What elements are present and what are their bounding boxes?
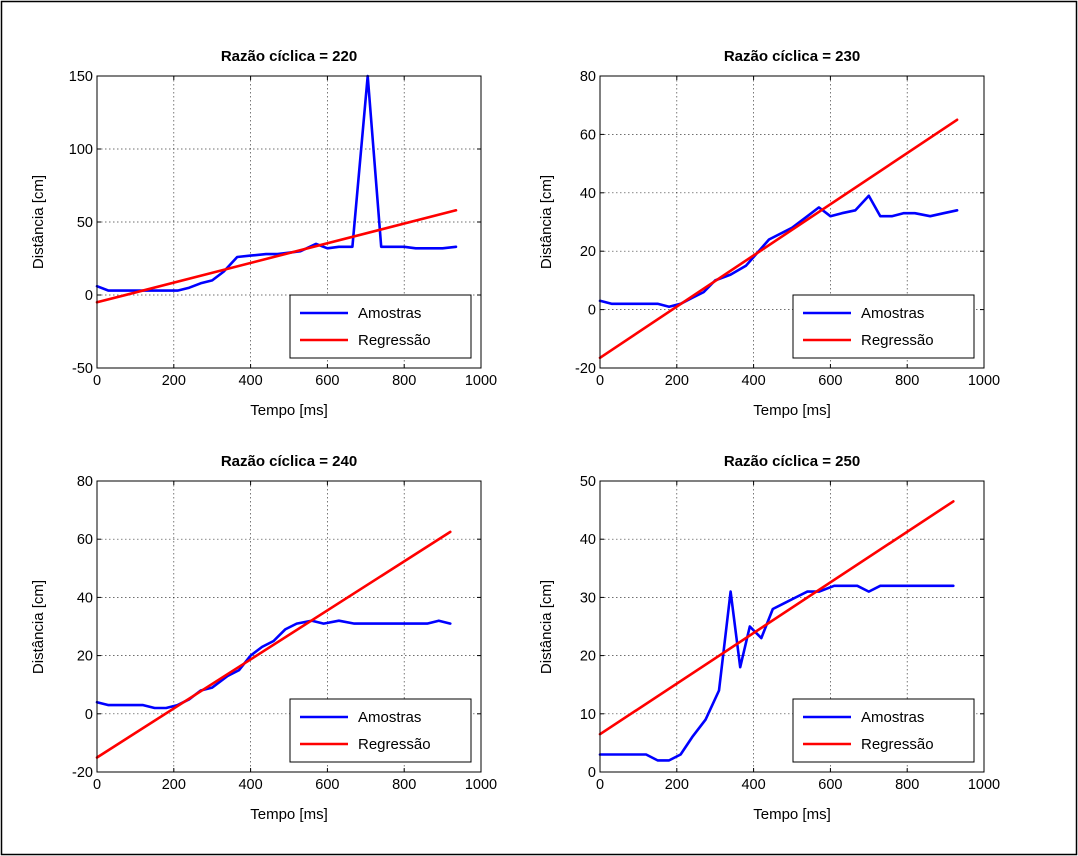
subplot-title: Razão cíclica = 220 xyxy=(221,48,357,65)
series-line-regress-o xyxy=(598,118,959,360)
legend: Amostras Regressão xyxy=(792,698,975,763)
x-tick-label: 1000 xyxy=(968,777,1000,793)
y-tick-label: 60 xyxy=(77,532,93,548)
legend-box xyxy=(289,698,472,763)
y-tick-label: 80 xyxy=(580,69,596,85)
subplot-title: Razão cíclica = 230 xyxy=(724,48,860,65)
x-tick-label: 0 xyxy=(93,777,101,793)
y-tick-label: -20 xyxy=(72,765,93,781)
axes-box xyxy=(599,480,985,773)
x-tick-label: 600 xyxy=(818,777,842,793)
y-tick-label: 10 xyxy=(580,707,596,723)
x-tick-label: 800 xyxy=(895,373,919,389)
x-tick-label: 600 xyxy=(818,373,842,389)
y-tick-label: 40 xyxy=(77,590,93,606)
legend-label: Amostras xyxy=(861,305,924,322)
y-tick-label: 80 xyxy=(77,474,93,490)
subplot-title: Razão cíclica = 250 xyxy=(724,453,860,470)
y-tick-label: 20 xyxy=(77,649,93,665)
x-tick-label: 200 xyxy=(665,777,689,793)
y-axis-label: Distância [cm] xyxy=(30,580,47,674)
subplot-razao-240: Razão cíclica = 240 Tempo [ms] Distância… xyxy=(30,453,497,823)
y-tick-label: 20 xyxy=(580,649,596,665)
x-tick-label: 1000 xyxy=(465,777,497,793)
legend-label: Amostras xyxy=(861,709,924,726)
legend-box xyxy=(792,294,975,359)
x-tick-label: 0 xyxy=(93,373,101,389)
y-tick-label: -50 xyxy=(72,361,93,377)
legend: Amostras Regressão xyxy=(289,294,472,359)
axes-box xyxy=(96,480,482,773)
x-tick-label: 600 xyxy=(315,777,339,793)
y-tick-label: 0 xyxy=(588,303,596,319)
subplot-razao-220: Razão cíclica = 220 Tempo [ms] Distância… xyxy=(30,48,497,419)
legend-box xyxy=(792,698,975,763)
y-tick-label: 100 xyxy=(69,142,93,158)
x-tick-label: 1000 xyxy=(465,373,497,389)
legend-label: Regressão xyxy=(861,736,934,753)
y-axis-label: Distância [cm] xyxy=(538,580,555,674)
y-tick-label: 20 xyxy=(580,244,596,260)
x-tick-label: 400 xyxy=(238,777,262,793)
legend-label: Regressão xyxy=(861,332,934,349)
x-tick-label: 800 xyxy=(392,373,416,389)
legend-label: Regressão xyxy=(358,736,431,753)
y-tick-label: 0 xyxy=(85,288,93,304)
y-tick-label: 150 xyxy=(69,69,93,85)
y-tick-label: 50 xyxy=(580,474,596,490)
y-axis-label: Distância [cm] xyxy=(538,175,555,269)
legend: Amostras Regressão xyxy=(792,294,975,359)
series-line-amostras xyxy=(95,619,452,710)
legend-label: Amostras xyxy=(358,709,421,726)
subplot-razao-250: Razão cíclica = 250 Tempo [ms] Distância… xyxy=(538,453,1000,823)
y-tick-label: 50 xyxy=(77,215,93,231)
y-tick-label: 40 xyxy=(580,532,596,548)
x-tick-label: 800 xyxy=(392,777,416,793)
axes-box xyxy=(599,75,985,369)
x-tick-label: 0 xyxy=(596,777,604,793)
series-line-regress-o xyxy=(95,530,452,759)
y-tick-label: 0 xyxy=(85,707,93,723)
y-tick-label: 30 xyxy=(580,590,596,606)
x-tick-label: 200 xyxy=(162,777,186,793)
legend: Amostras Regressão xyxy=(289,698,472,763)
x-tick-label: 0 xyxy=(596,373,604,389)
x-tick-label: 200 xyxy=(162,373,186,389)
x-tick-label: 200 xyxy=(665,373,689,389)
y-tick-label: 40 xyxy=(580,186,596,202)
subplot-title: Razão cíclica = 240 xyxy=(221,453,357,470)
y-tick-label: -20 xyxy=(575,361,596,377)
series-line-regress-o xyxy=(598,500,955,736)
legend-label: Regressão xyxy=(358,332,431,349)
legend-label: Amostras xyxy=(358,305,421,322)
series-line-amostras xyxy=(95,74,458,292)
x-tick-label: 400 xyxy=(238,373,262,389)
x-tick-label: 600 xyxy=(315,373,339,389)
x-tick-label: 1000 xyxy=(968,373,1000,389)
x-axis-label: Tempo [ms] xyxy=(250,806,328,823)
x-tick-label: 400 xyxy=(741,373,765,389)
x-axis-label: Tempo [ms] xyxy=(753,402,831,419)
x-tick-label: 400 xyxy=(741,777,765,793)
series-line-regress-o xyxy=(95,209,458,304)
series-line-amostras xyxy=(598,194,959,309)
legend-box xyxy=(289,294,472,359)
x-tick-label: 800 xyxy=(895,777,919,793)
y-axis-label: Distância [cm] xyxy=(30,175,47,269)
x-axis-label: Tempo [ms] xyxy=(250,402,328,419)
y-tick-label: 0 xyxy=(588,765,596,781)
subplot-razao-230: Razão cíclica = 230 Tempo [ms] Distância… xyxy=(538,48,1000,419)
x-axis-label: Tempo [ms] xyxy=(753,806,831,823)
y-tick-label: 60 xyxy=(580,127,596,143)
